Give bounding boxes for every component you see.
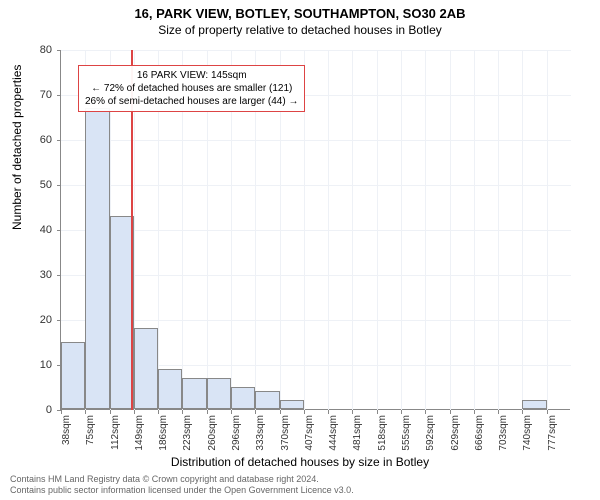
xtick-mark [280,410,281,414]
xtick-label: 296sqm [231,415,242,451]
histogram-bar [85,108,109,410]
footer-line2: Contains public sector information licen… [10,485,354,496]
gridline-v [328,50,329,410]
x-axis-label: Distribution of detached houses by size … [0,455,600,469]
histogram-bar [231,387,255,410]
xtick-label: 186sqm [158,415,169,451]
xtick-mark [352,410,353,414]
ytick-label: 80 [0,44,52,56]
xtick-mark [182,410,183,414]
annotation-line3: 26% of semi-detached houses are larger (… [85,95,298,108]
ytick-label: 30 [0,269,52,281]
xtick-mark [498,410,499,414]
annotation-line2: ← 72% of detached houses are smaller (12… [85,82,298,95]
ytick-mark [57,140,61,141]
ytick-label: 0 [0,404,52,416]
ytick-label: 40 [0,224,52,236]
footer-line1: Contains HM Land Registry data © Crown c… [10,474,354,485]
ytick-mark [57,320,61,321]
xtick-label: 592sqm [425,415,436,451]
xtick-mark [474,410,475,414]
xtick-mark [61,410,62,414]
chart-title-sub: Size of property relative to detached ho… [0,21,600,37]
xtick-mark [401,410,402,414]
xtick-label: 444sqm [328,415,339,451]
xtick-label: 149sqm [134,415,145,451]
histogram-bar [61,342,85,410]
gridline-h [61,185,571,186]
gridline-v [547,50,548,410]
histogram-bar [158,369,182,410]
xtick-label: 629sqm [450,415,461,451]
xtick-label: 518sqm [377,415,388,451]
xtick-label: 75sqm [85,415,96,445]
gridline-h [61,140,571,141]
xtick-mark [328,410,329,414]
xtick-mark [207,410,208,414]
gridline-v [450,50,451,410]
xtick-label: 223sqm [182,415,193,451]
xtick-label: 38sqm [61,415,72,445]
gridline-v [498,50,499,410]
ytick-mark [57,50,61,51]
gridline-v [474,50,475,410]
histogram-bar [182,378,206,410]
gridline-h [61,230,571,231]
ytick-mark [57,95,61,96]
xtick-label: 666sqm [474,415,485,451]
xtick-label: 112sqm [110,415,121,450]
ytick-label: 60 [0,134,52,146]
xtick-label: 740sqm [522,415,533,451]
gridline-v [377,50,378,410]
xtick-label: 260sqm [207,415,218,451]
histogram-bar [280,400,304,409]
xtick-mark [231,410,232,414]
annotation-box: 16 PARK VIEW: 145sqm ← 72% of detached h… [78,65,305,112]
chart-area: 38sqm75sqm112sqm149sqm186sqm223sqm260sqm… [60,50,570,410]
xtick-mark [522,410,523,414]
xtick-mark [425,410,426,414]
xtick-mark [110,410,111,414]
gridline-h [61,320,571,321]
ytick-mark [57,275,61,276]
ytick-label: 70 [0,89,52,101]
gridline-v [425,50,426,410]
xtick-mark [304,410,305,414]
xtick-mark [377,410,378,414]
chart-title-main: 16, PARK VIEW, BOTLEY, SOUTHAMPTON, SO30… [0,0,600,21]
xtick-label: 703sqm [498,415,509,451]
ytick-label: 10 [0,359,52,371]
histogram-bar [207,378,231,410]
xtick-label: 555sqm [401,415,412,451]
xtick-label: 777sqm [547,415,558,451]
ytick-mark [57,230,61,231]
xtick-mark [158,410,159,414]
histogram-bar [522,400,546,409]
xtick-label: 333sqm [255,415,266,451]
gridline-h [61,50,571,51]
xtick-label: 370sqm [280,415,291,451]
xtick-mark [134,410,135,414]
ytick-label: 50 [0,179,52,191]
ytick-label: 20 [0,314,52,326]
ytick-mark [57,185,61,186]
gridline-v [522,50,523,410]
gridline-v [352,50,353,410]
histogram-bar [134,328,158,409]
xtick-label: 407sqm [304,415,315,451]
xtick-mark [547,410,548,414]
xtick-label: 481sqm [352,415,363,451]
gridline-h [61,275,571,276]
footer-attribution: Contains HM Land Registry data © Crown c… [10,474,354,496]
histogram-bar [255,391,279,409]
xtick-mark [255,410,256,414]
xtick-mark [85,410,86,414]
xtick-mark [450,410,451,414]
annotation-line1: 16 PARK VIEW: 145sqm [85,69,298,82]
gridline-v [401,50,402,410]
